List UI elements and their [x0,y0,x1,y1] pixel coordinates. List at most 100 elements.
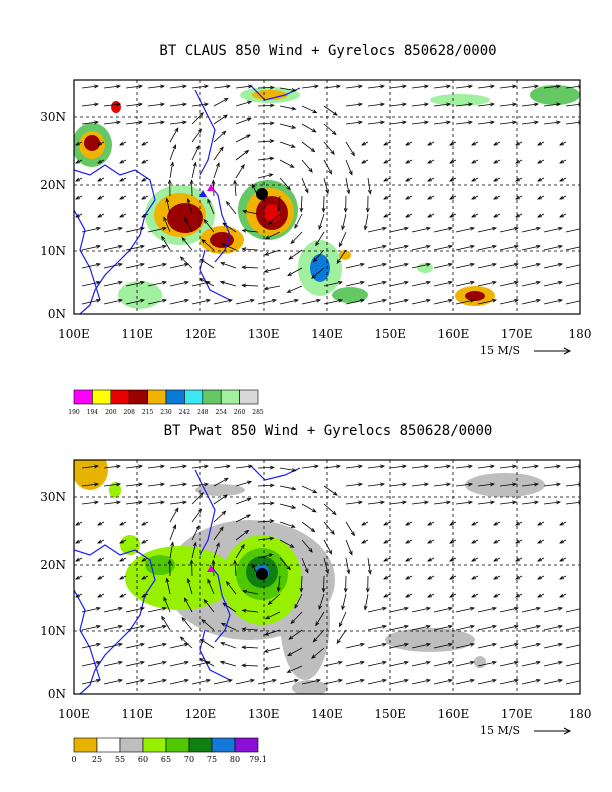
wind-vector-head [205,298,212,303]
x-tick-label: 170E [501,707,533,721]
wind-vector [543,607,563,613]
wind-vector [361,141,369,146]
wind-vector [191,679,211,685]
wind-vector-head [405,213,411,218]
wind-vector [493,195,501,200]
wind-vector [537,593,545,598]
wind-vector-head [425,678,432,683]
wind-vector [323,159,332,175]
wind-vector [389,299,409,305]
wind-vector-head [381,678,388,683]
wind-vector [477,299,497,305]
wind-vector-head [331,130,337,136]
wind-vector-head [341,225,346,231]
wind-vector [433,299,453,305]
wind-vector-head [225,580,231,586]
wind-vector [169,128,179,143]
wind-vector [405,521,413,526]
wind-vector [235,498,251,505]
wind-vector-head [469,298,476,303]
colorbar-label: 230 [160,409,172,416]
wind-vector [301,679,321,685]
wind-vector-head [471,141,477,146]
wind-vector-head [205,660,212,665]
wind-vector [125,501,143,505]
wind-vector-head [221,130,227,136]
wind-vector [389,245,409,251]
wind-vector [559,539,567,544]
wind-vector-head [233,179,238,185]
wind-vector-head [579,643,580,644]
wind-vector-head [579,245,580,246]
wind-vector-head [491,606,498,611]
wind-vector [279,503,296,509]
wind-vector-head [559,539,565,544]
wind-vector-head [381,606,388,611]
y-tick-label: 20N [40,178,66,192]
wind-vector [477,483,495,487]
wind-vector-head [471,195,477,200]
wind-vector-head [343,587,348,593]
wind-vector-head [405,521,411,526]
wind-vector [191,525,200,541]
x-tick-label: 160E [438,707,470,721]
wind-vector [301,123,316,133]
wind-vector [169,85,187,89]
wind-vector-head [381,642,388,647]
wind-vector-head [246,117,252,122]
wind-vector-head [469,624,476,629]
wind-vector-head [181,236,186,242]
wind-vector [433,661,453,667]
wind-vector [169,679,189,685]
wind-vector-head [117,624,124,629]
wind-vector [147,227,167,233]
wind-vector [242,664,259,667]
x-tick-label: 110E [121,327,153,341]
wind-vector [213,526,224,541]
wind-vector-head [95,298,102,303]
wind-vector [147,103,165,107]
wind-vector [521,299,541,305]
wind-vector-head [403,660,410,665]
wind-vector-head [402,500,408,505]
wind-vector-head [328,169,333,175]
colorbar-label: 248 [197,409,209,416]
wind-vector-head [425,280,432,285]
wind-vector-head [289,543,295,548]
wind-vector [543,483,561,487]
wind-vector [187,198,193,215]
wind-vector [477,281,497,287]
wind-vector [257,502,274,505]
wind-vector [141,557,149,562]
wind-vector [264,629,281,636]
wind-vector [257,299,277,305]
x-tick-label: 100E [58,327,90,341]
gyre-center-marker [256,568,268,580]
wind-vector [279,521,295,528]
wind-vector [383,177,391,182]
wind-vector [75,141,83,146]
wind-vector-head [181,616,186,622]
wind-vector [521,643,541,649]
wind-vector [226,201,237,215]
wind-vector [81,465,99,469]
wind-vector [81,643,101,649]
colorbar-swatch [73,737,98,753]
wind-vector-head [446,464,452,469]
wind-vector-head [447,678,454,683]
wind-vector-head [381,624,388,629]
wind-vector [383,213,391,218]
wind-vector-head [557,298,564,303]
wind-vector [169,465,187,469]
wind-vector-head [318,224,323,230]
wind-vector-head [468,464,474,469]
wind-vector [169,299,189,305]
wind-vector-head [348,550,353,556]
wind-vector [97,141,105,146]
wind-vector [537,557,545,562]
wind-vector-head [449,141,455,146]
wind-vector-head [197,508,203,514]
wind-vector [125,103,143,107]
wind-vector-head [471,593,477,598]
wind-vector-head [119,557,125,562]
